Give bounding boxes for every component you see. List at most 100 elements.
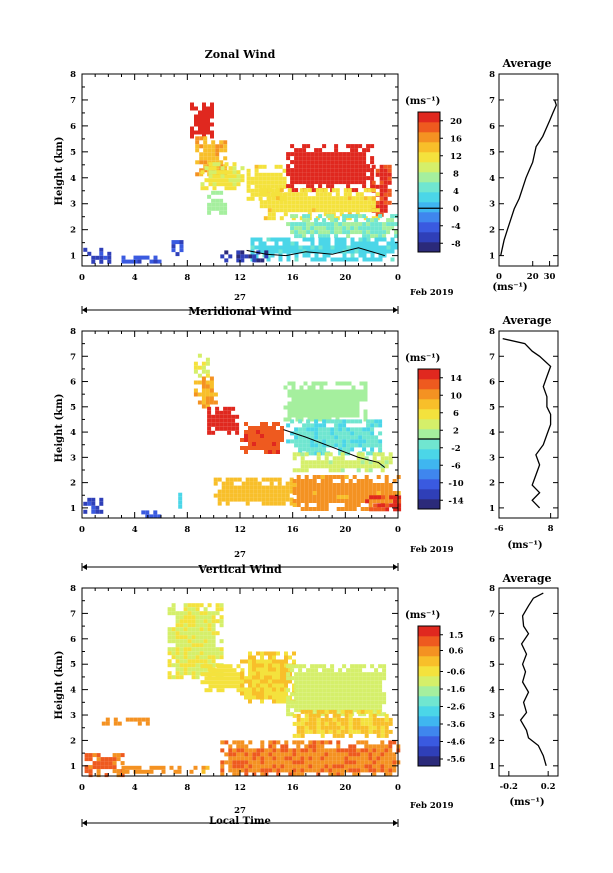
heatmap-cell [215, 164, 220, 169]
heatmap-cell [323, 393, 328, 398]
heatmap-cell [330, 676, 335, 681]
heatmap-cell [336, 475, 341, 479]
heatmap-cell [374, 237, 379, 242]
heatmap-cell [260, 675, 264, 680]
heatmap-cell [308, 764, 313, 769]
heatmap-cell [208, 170, 213, 175]
heatmap-cell [224, 740, 229, 745]
vertical-wind-panel: Vertical Wind Height (km) 27 Local Time … [54, 563, 559, 827]
heatmap-cell [336, 464, 341, 469]
heatmap-cell [202, 130, 206, 135]
heatmap-cell [364, 717, 369, 722]
heatmap-cell [224, 178, 229, 183]
heatmap-cell [307, 196, 312, 201]
heatmap-cell [350, 443, 355, 448]
heatmap-cell [344, 487, 349, 491]
heatmap-cell [347, 397, 352, 402]
heatmap-cell [275, 188, 280, 193]
y-tick-label: 5 [70, 660, 76, 670]
heatmap-cell [225, 481, 230, 486]
heatmap-cell [358, 696, 363, 701]
heatmap-cell [316, 452, 321, 457]
heatmap-cell [286, 245, 291, 250]
heatmap-cell [298, 443, 303, 448]
heatmap-cell [171, 675, 176, 680]
heatmap-cell [296, 729, 301, 734]
heatmap-cell [276, 764, 281, 769]
heatmap-cell [378, 423, 383, 428]
heatmap-cell [376, 744, 381, 749]
heatmap-cell [303, 405, 308, 410]
heatmap-cell [203, 619, 208, 624]
heatmap-cell [318, 680, 323, 685]
heatmap-cell [246, 196, 251, 201]
heatmap-cell [276, 687, 280, 692]
heatmap-cell [262, 164, 267, 169]
heatmap-cell [212, 676, 217, 681]
heatmap-cell [202, 122, 206, 127]
heatmap-cell [296, 503, 301, 507]
heatmap-cell [316, 729, 321, 734]
heatmap-cell [335, 405, 340, 410]
heatmap-cell [256, 426, 260, 430]
heatmap-cell [327, 389, 332, 394]
heatmap-cell [328, 709, 333, 714]
colorbar-swatch [418, 369, 440, 380]
zonal-wind-panel: Zonal Wind Height (km) 27 Feb 2019 (ms⁻¹… [54, 48, 559, 314]
heatmap-cell [207, 655, 212, 660]
heatmap-cell [199, 172, 204, 177]
heatmap-cell [292, 659, 296, 664]
heatmap-cell [275, 200, 280, 205]
heatmap-cell [314, 427, 319, 432]
heatmap-cell [256, 430, 260, 434]
heatmap-cell [277, 493, 282, 498]
heatmap-cell [350, 704, 355, 709]
heatmap-cell [342, 664, 347, 669]
heatmap-cell [304, 483, 309, 487]
heatmap-cell [356, 468, 361, 473]
heatmap-cell [248, 651, 252, 656]
heatmap-cell [312, 721, 317, 726]
heatmap-cell [362, 704, 367, 709]
heatmap-cell [310, 672, 315, 677]
heatmap-cell [394, 241, 399, 246]
heatmap-cell [374, 222, 379, 227]
heatmap-cell [387, 200, 392, 205]
heatmap-cell [183, 627, 188, 632]
heatmap-cell [316, 475, 321, 479]
heatmap-cell [347, 188, 352, 193]
heatmap-cell [314, 435, 319, 440]
heatmap-cell [358, 222, 363, 227]
heatmap-cell [187, 639, 192, 644]
heatmap-cell [212, 162, 217, 167]
heatmap-cell [260, 679, 264, 684]
heatmap-cell [364, 483, 369, 487]
heatmap-cell [288, 667, 292, 672]
heatmap-cell [328, 721, 333, 726]
heatmap-cell [318, 443, 323, 448]
heatmap-cell [175, 667, 180, 672]
heatmap-cell [323, 413, 328, 418]
heatmap-cell [290, 245, 295, 250]
heatmap-cell [381, 495, 386, 500]
heatmap-cell [116, 753, 121, 758]
heatmap-cell [108, 765, 113, 770]
heatmap-cell [300, 483, 305, 487]
heatmap-cell [252, 434, 256, 438]
heatmap-cell [386, 218, 391, 223]
heatmap-cell [236, 676, 241, 681]
heatmap-cell [318, 241, 323, 246]
heatmap-cell [348, 725, 353, 730]
heatmap-cell [340, 475, 345, 479]
heatmap-cell [394, 234, 399, 239]
heatmap-cell [322, 680, 327, 685]
heatmap-cell [384, 713, 389, 718]
heatmap-cell [344, 709, 349, 714]
heatmap-cell [330, 249, 335, 254]
heatmap-cell [215, 655, 220, 660]
heatmap-cell [326, 680, 331, 685]
heatmap-cell [264, 426, 268, 430]
heatmap-cell [228, 676, 233, 681]
heatmap-cell [268, 655, 272, 660]
heatmap-cell [249, 481, 254, 486]
